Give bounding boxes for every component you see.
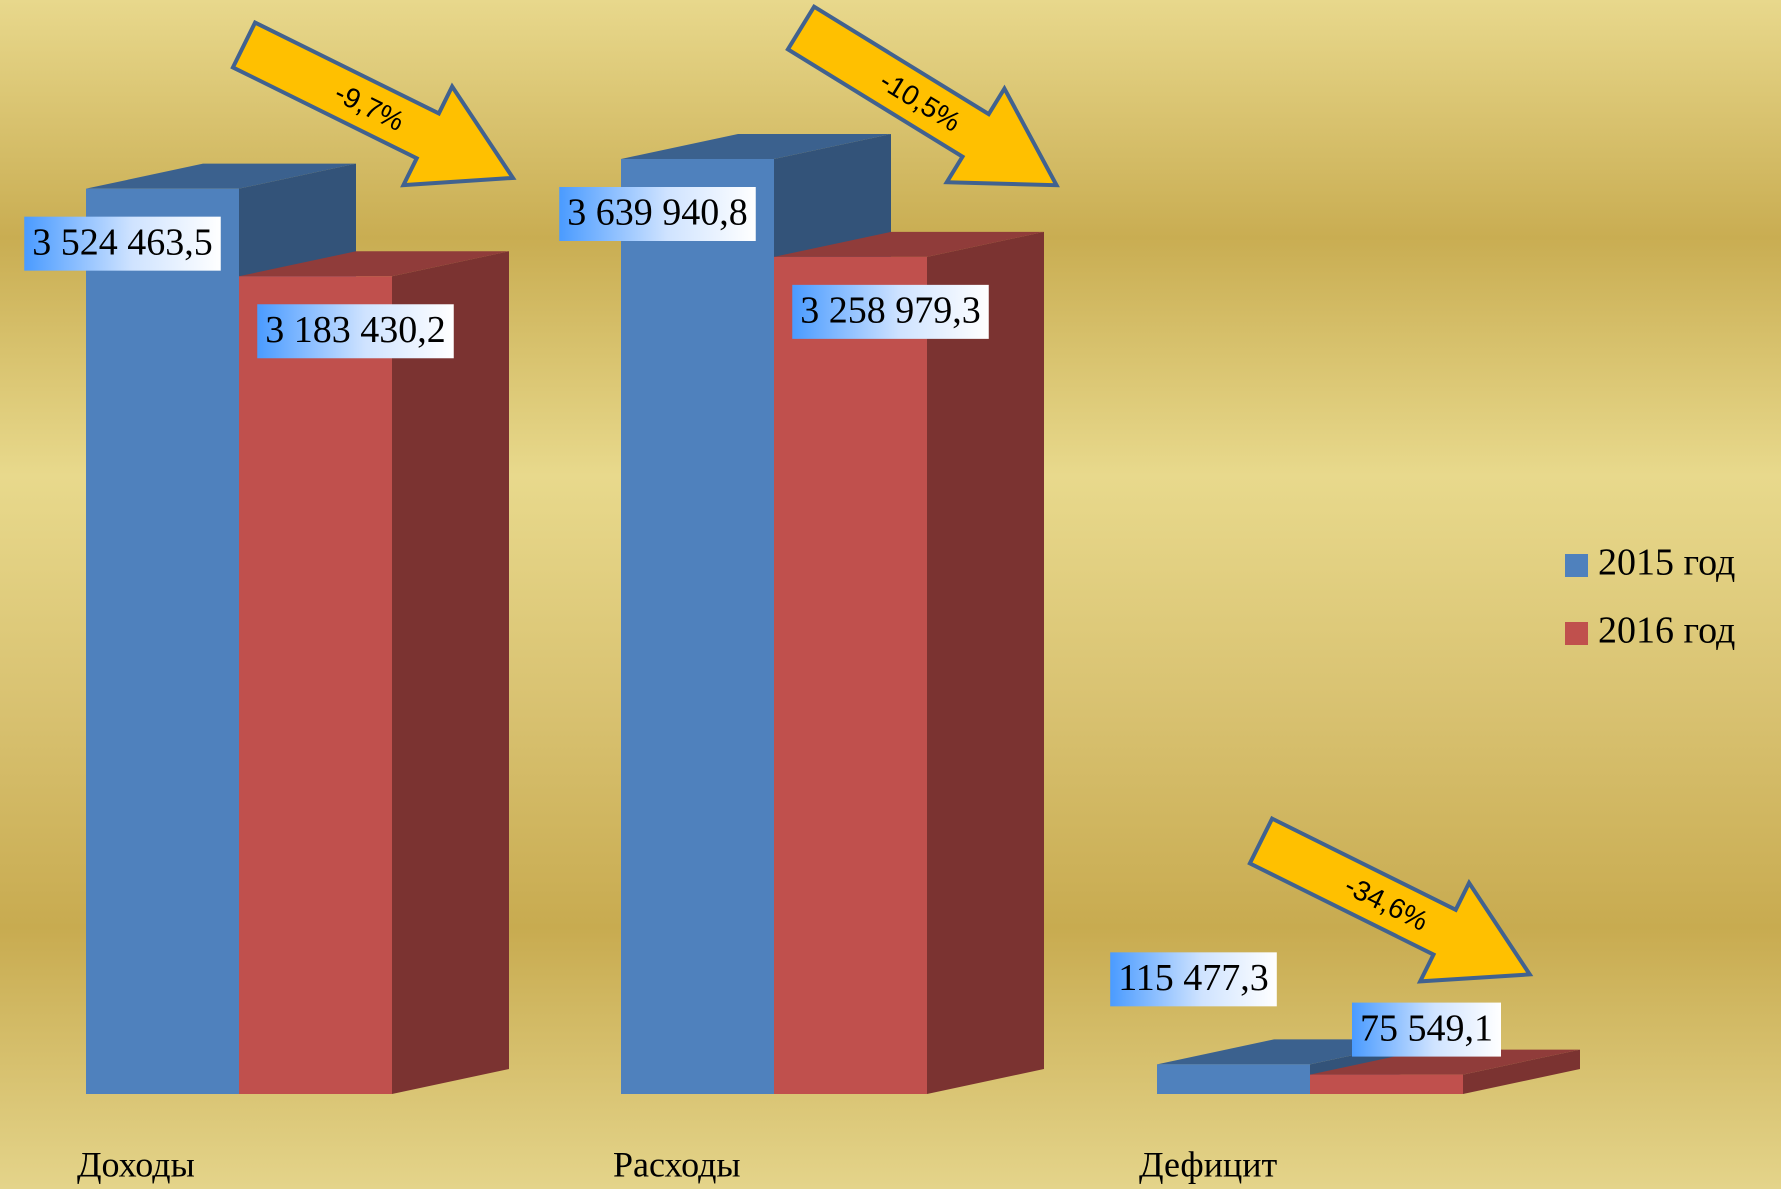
bar xyxy=(86,188,239,1095)
bar-top xyxy=(86,163,356,189)
bar xyxy=(1310,1074,1463,1094)
bar xyxy=(1157,1064,1310,1094)
value-label-box xyxy=(559,187,756,241)
bar xyxy=(621,159,774,1094)
bars xyxy=(86,134,1580,1095)
value-label-text: 3 183 430,2 xyxy=(265,309,446,351)
value-label-text: 3 258 979,3 xyxy=(800,290,981,332)
arrows: -9,7% -10,5%-34,6% xyxy=(230,3,1534,984)
arrow-shape xyxy=(230,19,517,188)
bar-side xyxy=(392,251,509,1094)
bar-side xyxy=(1463,1049,1580,1094)
value-label: 3 258 979,3 xyxy=(792,284,989,339)
value-label-box xyxy=(1110,952,1277,1007)
change-arrow: -34,6% xyxy=(1247,815,1534,984)
value-label: 3 639 940,8 xyxy=(559,187,756,241)
x-tick-label: Доходы xyxy=(77,1144,195,1184)
value-label-text: 3 639 940,8 xyxy=(567,192,748,234)
bar xyxy=(239,276,392,1095)
legend-swatch xyxy=(1565,622,1588,645)
value-label: 3 524 463,5 xyxy=(24,216,221,271)
value-label-box xyxy=(792,284,989,339)
value-label: 3 183 430,2 xyxy=(257,304,454,359)
legend-swatch xyxy=(1565,554,1588,577)
bar xyxy=(774,256,927,1094)
bar-top xyxy=(621,134,891,159)
bar-top xyxy=(774,231,1044,257)
value-label-box xyxy=(257,304,454,359)
legend-label: 2016 год xyxy=(1598,610,1735,652)
value-label-box xyxy=(1352,1002,1501,1057)
legend-label: 2015 год xyxy=(1598,542,1735,584)
arrow-shape xyxy=(785,3,1060,188)
value-label-box xyxy=(24,216,221,271)
arrow-shape xyxy=(1247,815,1534,984)
value-label: 115 477,3 xyxy=(1110,952,1277,1007)
value-label-text: 115 477,3 xyxy=(1118,957,1269,999)
value-label-text: 3 524 463,5 xyxy=(32,221,213,263)
bar-side xyxy=(927,231,1044,1094)
bar-top xyxy=(1310,1049,1580,1075)
bar-top xyxy=(239,251,509,277)
value-label-text: 75 549,1 xyxy=(1360,1007,1493,1049)
x-tick-label: Расходы xyxy=(613,1144,741,1184)
value-label: 75 549,1 xyxy=(1352,1002,1501,1057)
x-tick-label: Дефицит xyxy=(1139,1144,1278,1184)
